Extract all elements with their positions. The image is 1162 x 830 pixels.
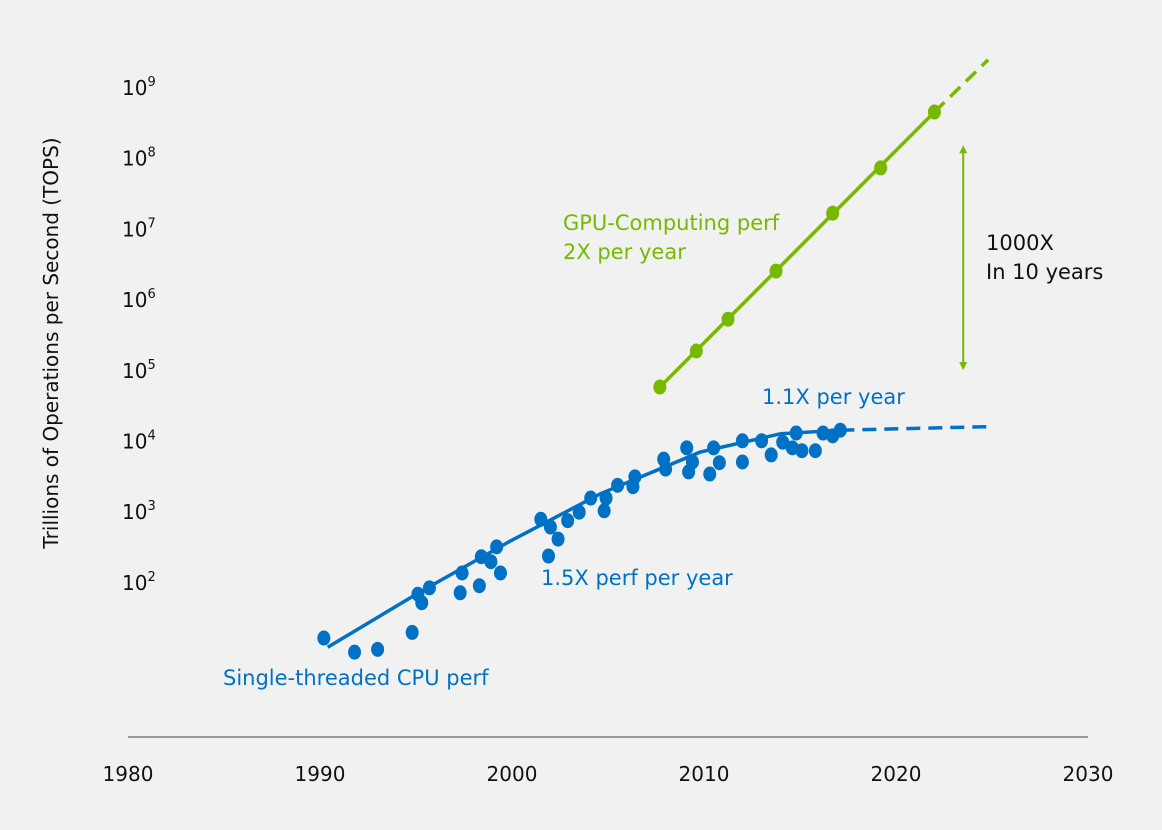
- cpu-data-point: [755, 433, 769, 449]
- cpu-data-point: [735, 433, 749, 449]
- cpu-data-point: [572, 504, 586, 520]
- cpu-data-point: [597, 503, 611, 519]
- cpu-data-point: [584, 490, 598, 506]
- cpu-early-rate-label: 1.5X perf per year: [541, 566, 733, 590]
- gpu-rate-label: 2X per year: [563, 240, 686, 264]
- y-tick-label: 106: [122, 287, 156, 312]
- cpu-data-point: [703, 466, 717, 482]
- gpu-trend-line: [658, 110, 936, 389]
- y-axis-label: Trillions of Operations per Second (TOPS…: [39, 137, 63, 549]
- cpu-data-point: [561, 513, 575, 529]
- cpu-data-point: [707, 440, 721, 456]
- gpu-data-point: [769, 263, 783, 279]
- cpu-data-point: [472, 578, 486, 594]
- x-tick-label: 2020: [871, 762, 922, 786]
- cpu-data-point: [405, 624, 419, 640]
- cpu-data-point: [493, 565, 507, 581]
- cpu-data-point: [415, 595, 429, 611]
- gpu-series-label: GPU-Computing perf: [563, 211, 780, 235]
- cpu-series-label: Single-threaded CPU perf: [223, 666, 489, 690]
- cpu-data-point: [611, 477, 625, 493]
- cpu-data-point: [599, 490, 613, 506]
- cpu-data-point: [712, 455, 726, 471]
- y-tick-label: 103: [122, 499, 156, 524]
- x-tick-label: 1980: [103, 762, 154, 786]
- gpu-data-point: [927, 104, 941, 120]
- x-tick-label: 2000: [487, 762, 538, 786]
- x-tick-label: 1990: [295, 762, 346, 786]
- cpu-data-point: [551, 531, 565, 547]
- cpu-data-point: [422, 580, 436, 596]
- cpu-data-point: [317, 630, 331, 646]
- gap-arrow-head-up: [959, 145, 968, 154]
- cpu-data-point: [776, 434, 790, 450]
- cpu-data-point: [735, 454, 749, 470]
- cpu-data-point: [685, 454, 699, 470]
- cpu-trend-projection: [840, 424, 989, 432]
- x-tick-label: 2010: [679, 762, 730, 786]
- cpu-data-point: [833, 422, 847, 438]
- gpu-data-point: [689, 343, 703, 359]
- gap-label: 1000X: [986, 231, 1054, 255]
- cpu-data-point: [680, 440, 694, 456]
- gpu-data-point: [874, 160, 888, 176]
- gap-arrow-head-down: [959, 362, 968, 371]
- gpu-data-point: [721, 311, 735, 327]
- cpu-late-rate-label: 1.1X per year: [762, 385, 905, 409]
- x-tick-label: 2030: [1063, 762, 1114, 786]
- cpu-data-point: [534, 511, 548, 527]
- cpu-data-point: [455, 565, 469, 581]
- gpu-data-point: [826, 205, 840, 221]
- cpu-data-point: [541, 548, 555, 564]
- cpu-data-point: [628, 469, 642, 485]
- gpu-trend-projection: [933, 58, 990, 114]
- gpu-data-point: [653, 379, 667, 395]
- cpu-data-point: [659, 461, 673, 477]
- gap-sublabel: In 10 years: [986, 260, 1103, 284]
- cpu-data-point: [808, 443, 822, 459]
- cpu-data-point: [484, 554, 498, 570]
- cpu-data-point: [348, 644, 362, 660]
- cpu-data-point: [789, 425, 803, 441]
- cpu-data-point: [795, 443, 809, 459]
- cpu-data-point: [453, 585, 467, 601]
- cpu-data-point: [371, 641, 385, 657]
- cpu-data-point: [490, 539, 504, 555]
- cpu-data-point: [764, 447, 778, 463]
- cpu-data-point: [543, 519, 557, 535]
